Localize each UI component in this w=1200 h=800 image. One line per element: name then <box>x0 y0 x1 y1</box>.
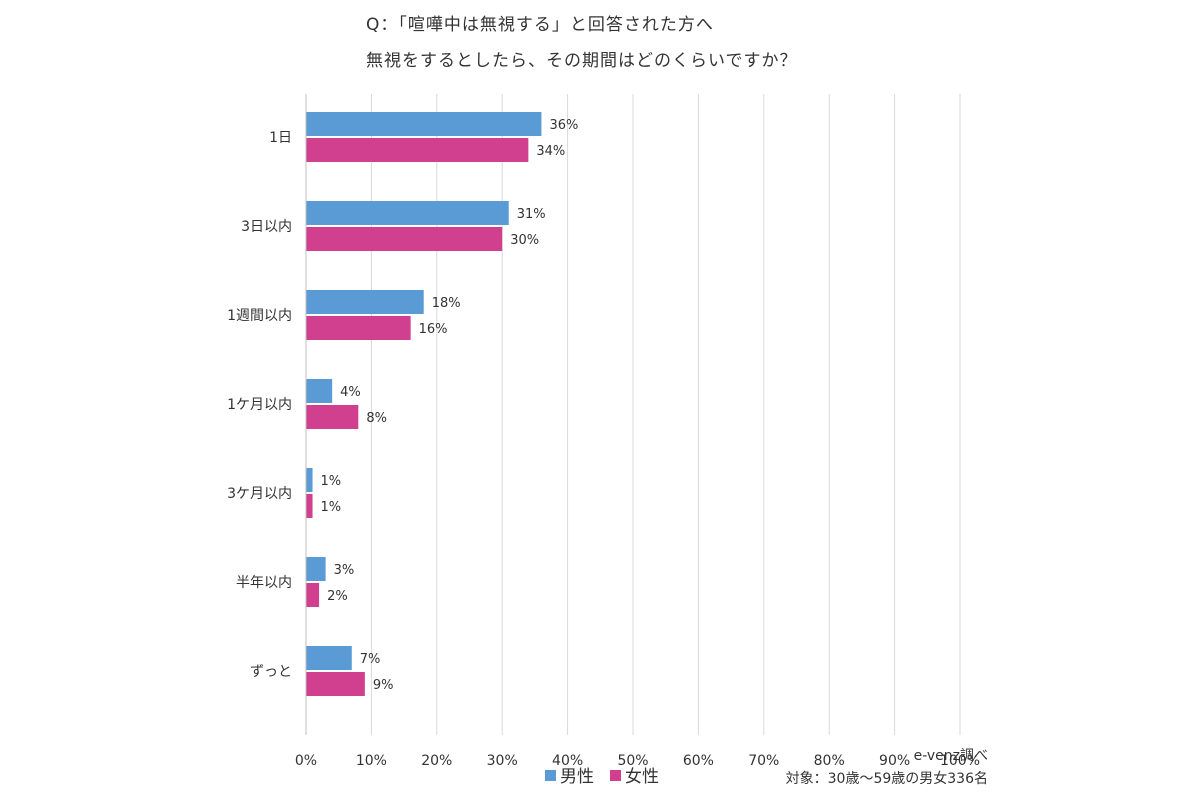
bar-female <box>306 138 529 162</box>
category-label: 1日 <box>269 130 292 146</box>
bar-male <box>306 201 509 225</box>
bars <box>306 112 542 696</box>
bar-male <box>306 557 326 581</box>
data-label: 18% <box>432 296 461 311</box>
bar-female <box>306 583 320 607</box>
legend-swatch-male <box>545 770 556 781</box>
bar-male <box>306 646 352 670</box>
bar-female <box>306 672 365 696</box>
chart-title-line-2: 無視をするとしたら、その期間はどのくらいですか？ <box>366 51 798 71</box>
data-label: 4% <box>340 385 361 400</box>
x-tick-label: 0% <box>295 753 317 769</box>
data-label: 31% <box>517 207 546 222</box>
data-label: 1% <box>321 474 342 489</box>
category-label: 半年以内 <box>236 575 292 591</box>
x-tick-label: 80% <box>814 753 845 769</box>
x-tick-label: 60% <box>683 753 714 769</box>
legend-label-female: 女性 <box>625 767 659 787</box>
grid-lines <box>370 94 961 735</box>
bar-male <box>306 112 542 136</box>
x-tick-label: 70% <box>748 753 779 769</box>
bar-female <box>306 494 313 518</box>
x-tick-label: 20% <box>421 753 452 769</box>
data-label: 3% <box>334 563 355 578</box>
bar-female <box>306 405 359 429</box>
bar-female <box>306 316 411 340</box>
legend-swatch-female <box>610 770 621 781</box>
category-label: 3ケ月以内 <box>227 486 292 502</box>
x-tick-label: 10% <box>356 753 387 769</box>
data-label: 7% <box>360 652 381 667</box>
data-label: 30% <box>510 233 539 248</box>
bar-male <box>306 379 333 403</box>
legend-label-male: 男性 <box>560 767 594 787</box>
data-label: 34% <box>536 144 565 159</box>
data-label: 9% <box>373 678 394 693</box>
data-label: 1% <box>321 500 342 515</box>
category-label: 3日以内 <box>241 219 292 235</box>
x-tick-label: 40% <box>552 753 583 769</box>
legend: 男性 女性 <box>545 767 659 787</box>
x-tick-label: 50% <box>617 753 648 769</box>
target-note: 対象：30歳〜59歳の男女336名 <box>786 770 988 787</box>
data-label: 8% <box>366 411 387 426</box>
x-tick-label: 30% <box>487 753 518 769</box>
chart-title-line-1: Q：「喧嘩中は無視する」と回答された方へ <box>366 15 714 35</box>
category-label: ずっと <box>250 664 292 680</box>
x-axis-tick-labels: 0% 10% 20% 30% 40% 50% 60% 70% 80% 90% 100% <box>295 753 980 769</box>
data-label: 36% <box>549 118 578 133</box>
bar-male <box>306 468 313 492</box>
x-tick-label: 100% <box>940 753 980 769</box>
data-labels: 36% 34% 31% 30% 18% 16% 4% 8% 1% 1% 3% 2% 7% 9% <box>321 118 579 693</box>
data-label: 2% <box>327 589 348 604</box>
source-note: e-venz調べ <box>914 748 988 764</box>
bar-male <box>306 290 424 314</box>
category-label: 1週間以内 <box>227 308 292 324</box>
category-label: 1ケ月以内 <box>227 397 292 413</box>
data-label: 16% <box>419 322 448 337</box>
x-tick-label: 90% <box>879 753 910 769</box>
bar-female <box>306 227 503 251</box>
